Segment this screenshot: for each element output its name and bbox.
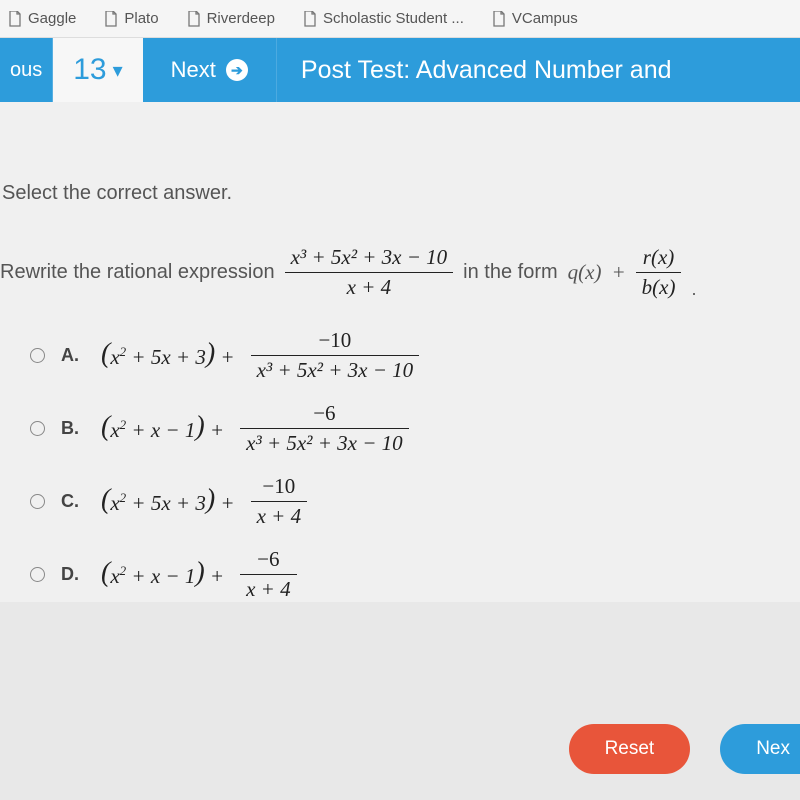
option-frac: −6 x + 4	[240, 547, 297, 602]
nav-bar: ous 13 ▾ Next ➔ Post Test: Advanced Numb…	[0, 38, 800, 102]
question-content: Select the correct answer. Rewrite the r…	[0, 102, 800, 602]
bookmark-label: Gaggle	[28, 10, 76, 27]
form-r-den: b(x)	[636, 273, 682, 300]
instruction-text: Select the correct answer.	[0, 182, 800, 205]
prev-button[interactable]: ous	[0, 38, 53, 102]
option-poly: (x2 + x − 1) +	[101, 413, 224, 445]
prev-label: ous	[10, 59, 42, 82]
form-period: .	[691, 279, 696, 300]
bookmark-riverdeep[interactable]: Riverdeep	[187, 10, 275, 27]
question-prefix: Rewrite the rational expression	[0, 261, 275, 284]
document-icon	[492, 11, 506, 27]
question-counter[interactable]: 13 ▾	[53, 38, 142, 102]
question-prompt: Rewrite the rational expression x³ + 5x²…	[0, 245, 800, 300]
radio-icon[interactable]	[30, 421, 45, 436]
option-label: B.	[61, 418, 85, 439]
question-mid: in the form	[463, 261, 557, 284]
main-fraction: x³ + 5x² + 3x − 10 x + 4	[285, 245, 454, 300]
option-label: A.	[61, 345, 85, 366]
bookmark-label: Scholastic Student ...	[323, 10, 464, 27]
form-fraction: r(x) b(x)	[636, 245, 682, 300]
form-r-num: r(x)	[636, 245, 682, 273]
form-q: q(x)	[568, 260, 602, 285]
next-page-button[interactable]: Nex	[720, 724, 800, 774]
test-title: Post Test: Advanced Number and	[277, 38, 696, 102]
bookmark-label: VCampus	[512, 10, 578, 27]
option-c[interactable]: C. (x2 + 5x + 3) + −10 x + 4	[30, 474, 800, 529]
answer-options: A. ((x² + 5x + 3)x2 + 5x + 3) + −10 x³ +…	[0, 328, 800, 602]
bookmark-label: Plato	[124, 10, 158, 27]
option-a[interactable]: A. ((x² + 5x + 3)x2 + 5x + 3) + −10 x³ +…	[30, 328, 800, 383]
document-icon	[104, 11, 118, 27]
next-button[interactable]: Next ➔	[143, 38, 277, 102]
option-label: C.	[61, 491, 85, 512]
option-label: D.	[61, 564, 85, 585]
question-number: 13	[73, 53, 106, 87]
option-frac: −6 x³ + 5x² + 3x − 10	[240, 401, 409, 456]
bookmark-vcampus[interactable]: VCampus	[492, 10, 578, 27]
bookmark-label: Riverdeep	[207, 10, 275, 27]
option-frac: −10 x³ + 5x² + 3x − 10	[251, 328, 420, 383]
bookmark-gaggle[interactable]: Gaggle	[8, 10, 76, 27]
arrow-right-icon: ➔	[226, 59, 248, 81]
action-buttons: Reset Nex	[569, 724, 800, 774]
bookmark-plato[interactable]: Plato	[104, 10, 158, 27]
bookmark-scholastic[interactable]: Scholastic Student ...	[303, 10, 464, 27]
next-label: Next	[171, 57, 216, 83]
option-poly: (x2 + 5x + 3) +	[101, 486, 235, 518]
form-plus: +	[611, 260, 625, 285]
option-poly: (x2 + x − 1) +	[101, 559, 224, 591]
option-b[interactable]: B. (x2 + x − 1) + −6 x³ + 5x² + 3x − 10	[30, 401, 800, 456]
document-icon	[8, 11, 22, 27]
radio-icon[interactable]	[30, 348, 45, 363]
bookmark-bar: Gaggle Plato Riverdeep Scholastic Studen…	[0, 0, 800, 38]
radio-icon[interactable]	[30, 567, 45, 582]
main-denominator: x + 4	[285, 273, 454, 300]
reset-button[interactable]: Reset	[569, 724, 691, 774]
chevron-down-icon: ▾	[113, 58, 123, 83]
main-numerator: x³ + 5x² + 3x − 10	[285, 245, 454, 273]
radio-icon[interactable]	[30, 494, 45, 509]
document-icon	[187, 11, 201, 27]
option-d[interactable]: D. (x2 + x − 1) + −6 x + 4	[30, 547, 800, 602]
option-poly: ((x² + 5x + 3)x2 + 5x + 3) +	[101, 340, 235, 372]
option-frac: −10 x + 4	[251, 474, 308, 529]
document-icon	[303, 11, 317, 27]
